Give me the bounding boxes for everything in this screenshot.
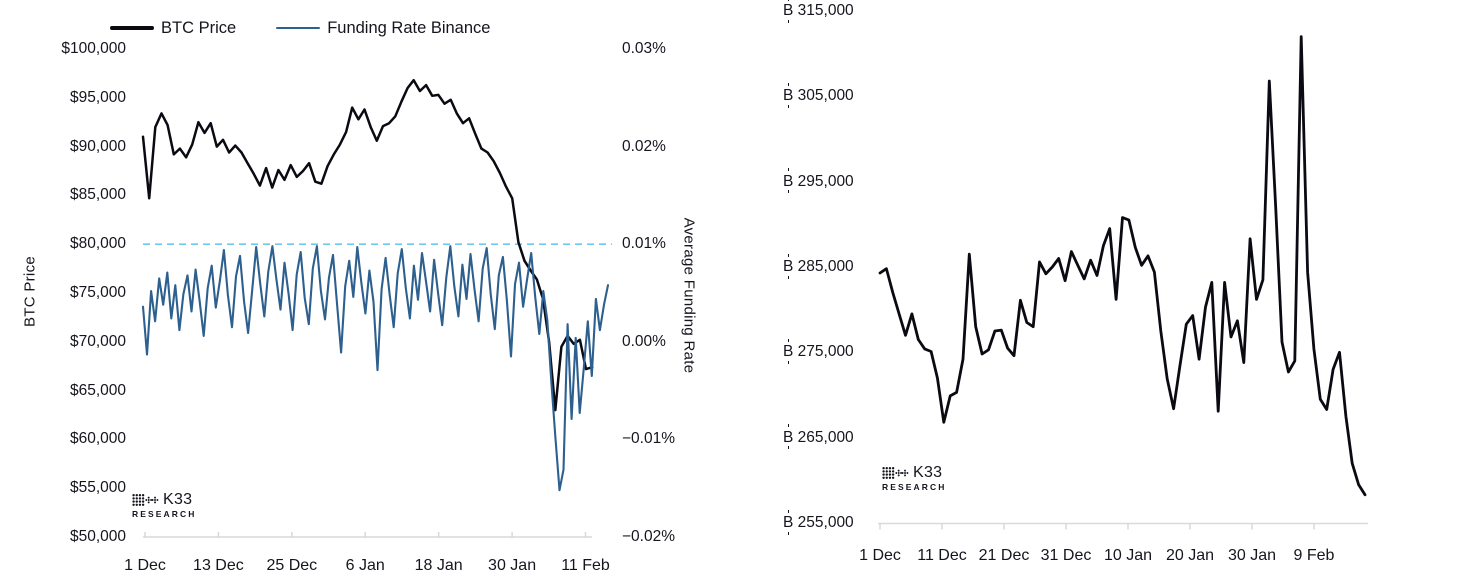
y-right-tick-label: 0.00% [622,332,666,350]
x-tick-label: 25 Dec [266,557,318,574]
y-right-tick-label: 0.03% [622,40,666,57]
k33-research-logo: K33 RESEARCH [132,492,197,518]
x-tick-label: 9 Feb [1293,547,1335,564]
k33-dots-icon [882,467,909,479]
y-left-tick-label: $95,000 [69,88,126,106]
x-tick-label: 30 Jan [1227,547,1277,564]
series-line-value-btc-denominated- [878,35,1367,497]
y-left-tick-label: $65,000 [69,381,126,399]
y-left-tick-label: B 305,000 [783,83,854,108]
x-tick-label: 11 Feb [561,557,610,574]
funding-rate-line-sample-icon [276,26,321,30]
y-left-tick-label: B 265,000 [783,424,854,450]
x-tick-label: 13 Dec [193,557,244,574]
x-tick-label: 10 Jan [1103,547,1153,564]
y-right-tick-label: −0.01% [622,430,676,448]
y-left-tick-label: B 315,000 [783,0,854,23]
y-right-tick-label: 0.02% [622,137,666,155]
left-axis-title: BTC Price [21,255,39,328]
k33-research-logo: K33 RESEARCH [882,465,947,491]
k33-logo-sub: RESEARCH [132,508,197,519]
series-line-btc-price [141,78,594,412]
x-tick-label: 6 Jan [345,557,385,574]
y-left-tick-label: $50,000 [69,528,126,545]
x-tick-label: 20 Jan [1165,547,1215,564]
y-left-tick-label: $75,000 [69,284,126,301]
y-right-tick-label: −0.02% [622,528,676,545]
x-tick-label: 21 Dec [978,547,1030,564]
legend-label-btc-price: BTC Price [161,18,237,37]
k33-logo-name: K33 [913,464,943,481]
x-tick-label: 18 Jan [414,557,463,574]
x-tick-label: 11 Dec [917,547,967,564]
legend-item-funding-rate: Funding Rate Binance [276,19,490,38]
y-left-tick-label: $60,000 [69,430,126,448]
y-left-tick-label: B 285,000 [783,253,854,279]
k33-logo-name: K33 [163,491,193,508]
y-left-tick-label: B 295,000 [783,168,854,194]
y-left-tick-label: $55,000 [69,479,126,497]
y-left-tick-label: B 275,000 [783,339,854,364]
k33-dots-icon [132,494,159,506]
x-tick-label: 31 Dec [1040,547,1092,564]
y-left-tick-label: $80,000 [69,235,126,253]
y-right-tick-label: 0.01% [622,235,666,253]
series-line-funding-rate-binance [141,245,610,492]
x-tick-label: 30 Jan [488,557,537,574]
y-left-tick-label: B 255,000 [783,509,854,535]
y-left-tick-label: $90,000 [69,137,126,155]
btc-price-line-sample-icon [110,26,154,30]
chart-legend: BTC Price Funding Rate Binance [110,16,530,40]
legend-item-btc-price: BTC Price [110,19,236,38]
k33-logo-sub: RESEARCH [882,481,947,492]
x-tick-label: 1 Dec [859,547,901,564]
x-tick-label: 1 Dec [124,557,166,574]
legend-label-funding-rate: Funding Rate Binance [327,18,491,37]
right-axis-title: Average Funding Rate [680,217,698,374]
y-left-tick-label: $70,000 [69,332,126,350]
y-left-tick-label: $85,000 [69,186,126,204]
y-left-tick-label: $100,000 [61,40,126,57]
